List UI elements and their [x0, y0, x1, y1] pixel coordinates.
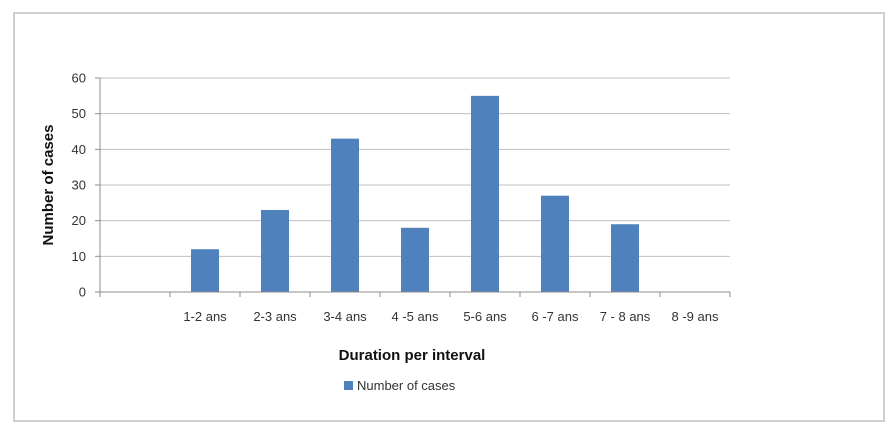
y-axis-title: Number of cases — [40, 125, 57, 246]
legend-label: Number of cases — [357, 378, 456, 393]
bar-chart: 0 10 20 30 40 50 60 1-2 ans 2-3 ans 3-4 ans 4 -5 … — [40, 71, 731, 393]
x-tick-label: 3-4 ans — [323, 309, 367, 324]
y-tick-label: 30 — [72, 178, 86, 193]
chart-frame — [13, 12, 885, 422]
bars — [191, 95, 639, 292]
bar — [191, 249, 219, 292]
bar — [611, 224, 639, 292]
bar — [261, 209, 289, 292]
y-tick-label: 10 — [72, 249, 86, 264]
x-axis-ticks: 1-2 ans 2-3 ans 3-4 ans 4 -5 ans 5-6 ans 6 -7… — [183, 309, 719, 324]
x-axis — [99, 78, 731, 297]
bar — [401, 227, 429, 292]
y-tick-label: 40 — [72, 142, 86, 157]
bar — [541, 195, 569, 292]
y-tick-label: 0 — [79, 285, 86, 300]
bar — [331, 138, 359, 292]
x-axis-title: Duration per interval — [339, 347, 486, 364]
y-tick-label: 60 — [72, 71, 86, 86]
bar — [471, 95, 499, 292]
y-tick-label: 50 — [72, 106, 86, 121]
x-tick-label: 5-6 ans — [463, 309, 507, 324]
x-tick-label: 8 -9 ans — [672, 309, 719, 324]
x-tick-label: 4 -5 ans — [392, 309, 439, 324]
legend: Number of cases — [344, 378, 456, 393]
y-axis-ticks: 0 10 20 30 40 50 60 — [72, 71, 100, 300]
y-tick-label: 20 — [72, 213, 86, 228]
x-tick-label: 7 - 8 ans — [600, 309, 651, 324]
legend-swatch — [344, 381, 353, 390]
x-tick-label: 6 -7 ans — [532, 309, 579, 324]
x-tick-label: 1-2 ans — [183, 309, 227, 324]
x-tick-label: 2-3 ans — [253, 309, 297, 324]
